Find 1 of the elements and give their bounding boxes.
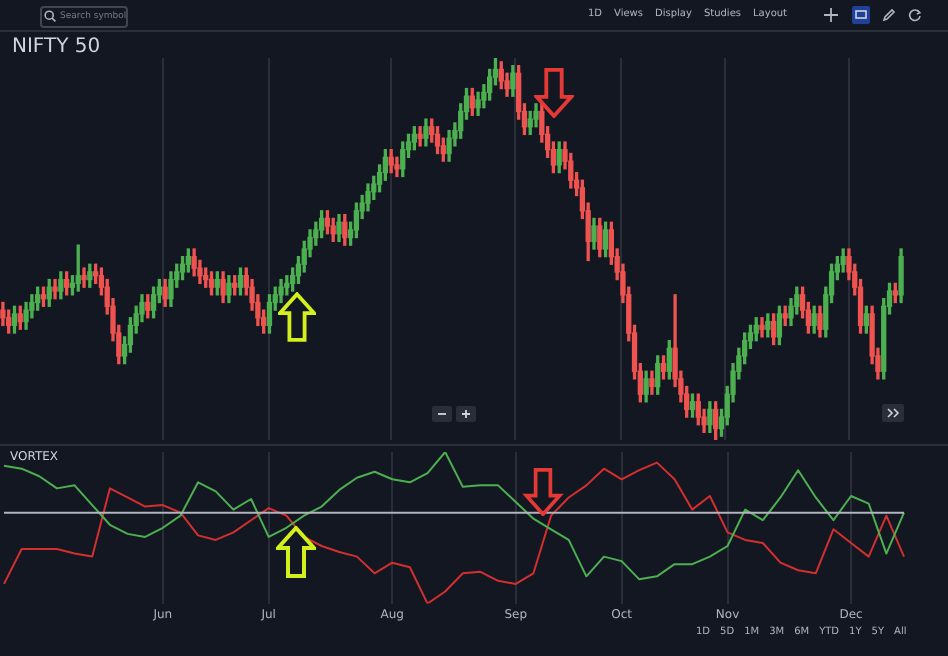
chart-title: NIFTY 50 <box>12 36 101 58</box>
